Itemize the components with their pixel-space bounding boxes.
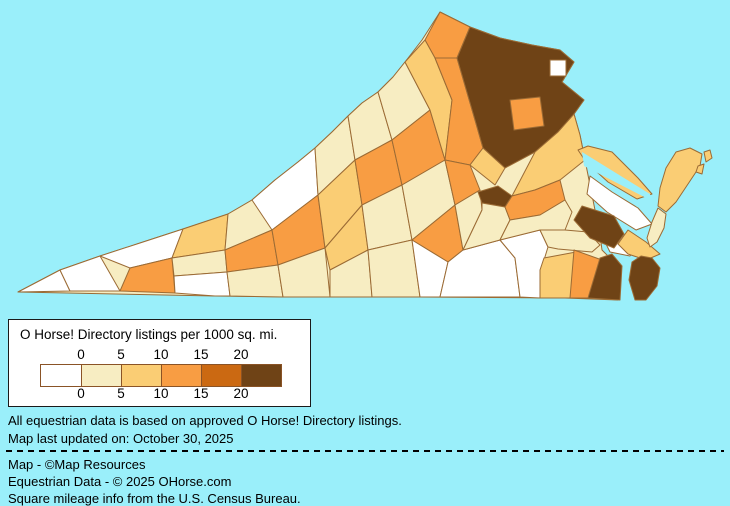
legend-tick-label: 20: [233, 386, 249, 401]
legend-swatch: [241, 365, 281, 386]
legend-tick-label: 5: [117, 347, 125, 362]
legend-color-scale: [40, 364, 282, 387]
county-region: [469, 147, 506, 186]
legend-swatch: [41, 365, 81, 386]
data-attribution: Equestrian Data - © 2025 OHorse.com: [8, 474, 232, 489]
dashed-separator: [6, 450, 724, 452]
legend-tick-label: 20: [233, 347, 249, 362]
legend-tick-label: 0: [77, 386, 85, 401]
legend-tick-label: 15: [193, 386, 209, 401]
legend-ticks-top: 0 5 10 15 20: [9, 347, 310, 362]
county-region: [703, 149, 713, 163]
census-attribution: Square mileage info from the U.S. Census…: [8, 491, 301, 506]
county-region: [539, 229, 601, 253]
county-region: [657, 147, 703, 213]
county-region: [573, 205, 625, 249]
legend-tick-label: 0: [77, 347, 85, 362]
map-attribution: Map - ©Map Resources: [8, 457, 146, 472]
data-source-note: All equestrian data is based on approved…: [8, 413, 402, 428]
county-region: [549, 59, 567, 77]
county-region: [617, 229, 661, 261]
legend-title: O Horse! Directory listings per 1000 sq.…: [20, 327, 278, 342]
legend-tick-label: 10: [153, 347, 169, 362]
legend-tick-label: 5: [117, 386, 125, 401]
legend-swatch: [161, 365, 201, 386]
legend-tick-label: 10: [153, 386, 169, 401]
last-updated-note: Map last updated on: October 30, 2025: [8, 431, 234, 446]
county-region: [119, 257, 176, 294]
county-region: [646, 207, 667, 248]
county-region: [509, 96, 545, 131]
county-region: [628, 255, 661, 301]
legend-box: O Horse! Directory listings per 1000 sq.…: [8, 319, 311, 407]
county-region: [586, 175, 653, 231]
county-regions-group: [17, 11, 713, 301]
legend-swatch: [121, 365, 161, 386]
county-region: [367, 239, 421, 298]
county-region: [695, 163, 705, 175]
river: [582, 152, 652, 201]
legend-swatch: [81, 365, 121, 386]
legend-tick-label: 15: [193, 347, 209, 362]
legend-ticks-bottom: 0 5 10 15 20: [9, 386, 310, 401]
legend-swatch: [201, 365, 241, 386]
county-region: [173, 271, 231, 297]
county-region: [587, 253, 623, 301]
